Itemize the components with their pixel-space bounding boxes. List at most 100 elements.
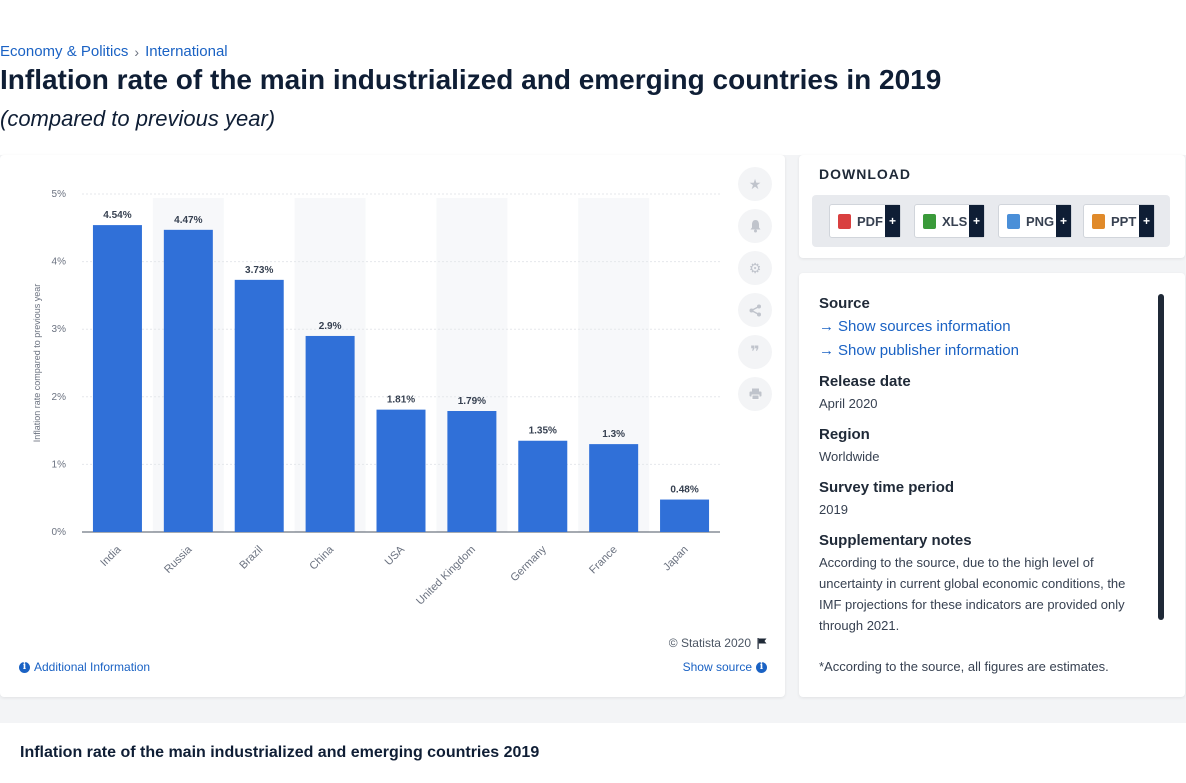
additional-info-label: Additional Information <box>34 660 151 674</box>
info-icon: i <box>756 661 767 673</box>
breadcrumb-item-international[interactable]: International <box>145 43 228 60</box>
arrow-right-icon: → <box>819 318 834 335</box>
data-label: 1.81% <box>387 395 415 406</box>
download-xls-button[interactable]: XLS + <box>914 204 985 238</box>
data-label: 4.54% <box>103 210 131 221</box>
download-ppt-button[interactable]: PPT + <box>1083 204 1155 238</box>
show-source-link[interactable]: Show source i <box>683 660 767 674</box>
y-tick-label: 3% <box>52 324 67 335</box>
y-axis-label: Inflation rate compared to previous year <box>32 284 42 443</box>
print-icon[interactable] <box>738 377 772 411</box>
y-tick-label: 1% <box>52 459 67 470</box>
plus-icon: + <box>969 205 984 237</box>
show-publisher-link[interactable]: → Show publisher information <box>819 339 1139 363</box>
survey-value: 2019 <box>819 502 848 517</box>
bar-germany[interactable] <box>518 440 568 532</box>
xls-file-icon <box>923 213 936 229</box>
copyright-note: © Statista 2020 <box>669 636 767 650</box>
download-card: DOWNLOAD PDF + XLS + PNG + PPT + <box>799 155 1185 258</box>
breadcrumb: Economy & Politics › International <box>0 43 228 60</box>
flag-icon[interactable] <box>757 637 767 649</box>
y-tick-label: 0% <box>52 527 67 538</box>
bar-france[interactable] <box>589 444 639 532</box>
data-label: 4.47% <box>174 215 202 226</box>
bar-india[interactable] <box>92 225 142 532</box>
bar-russia[interactable] <box>163 229 213 532</box>
release-heading: Release date <box>819 373 911 390</box>
download-buttons: PDF + XLS + PNG + PPT + <box>812 195 1170 247</box>
download-pdf-button[interactable]: PDF + <box>829 204 901 238</box>
region-value: Worldwide <box>819 449 880 464</box>
quote-icon[interactable]: ❞ <box>738 335 772 369</box>
show-sources-link[interactable]: → Show sources information <box>819 315 1139 339</box>
plus-icon: + <box>885 205 900 237</box>
release-value: April 2020 <box>819 396 878 411</box>
region-heading: Region <box>819 426 870 443</box>
download-title: DOWNLOAD <box>819 166 911 182</box>
data-label: 1.79% <box>458 396 486 407</box>
chart-card: 0% 1% 2% 3% 4% 5% 4.54% India 4.47% Russia 3.73% Br… <box>0 155 785 697</box>
download-png-button[interactable]: PNG + <box>998 204 1072 238</box>
breadcrumb-item-economy[interactable]: Economy & Politics <box>0 43 129 60</box>
x-tick-label: Russia <box>162 543 195 576</box>
scrollbar-thumb[interactable] <box>1158 294 1164 620</box>
page-subtitle: (compared to previous year) <box>0 106 276 131</box>
page-header <box>0 40 1186 155</box>
show-source-label: Show source <box>682 660 752 674</box>
notes-value: According to the source, due to the high… <box>819 555 1126 633</box>
gear-icon[interactable]: ⚙ <box>738 251 772 285</box>
share-icon[interactable] <box>738 293 772 327</box>
x-tick-label: China <box>307 543 336 572</box>
notes-value-2: *According to the source, all figures ar… <box>819 659 1109 674</box>
show-publisher-label: Show publisher information <box>838 342 1019 359</box>
info-content: Source → Show sources information → Show p… <box>819 295 1139 697</box>
y-tick-label: 4% <box>52 257 67 268</box>
y-tick-label: 2% <box>52 392 67 403</box>
y-tick-label: 5% <box>52 189 67 200</box>
x-tick-label: Germany <box>508 543 549 584</box>
download-png-label: PNG <box>1026 213 1055 229</box>
copyright-text: © Statista 2020 <box>668 636 751 650</box>
star-icon[interactable]: ★ <box>738 167 772 201</box>
x-tick-label: India <box>98 543 124 569</box>
source-heading: Source <box>819 295 870 312</box>
additional-info-link[interactable]: i Additional Information <box>19 660 150 674</box>
plus-icon: + <box>1139 205 1154 237</box>
x-tick-label: France <box>587 544 620 577</box>
pdf-file-icon <box>838 213 851 229</box>
top-bar <box>0 0 1186 40</box>
data-label: 1.35% <box>529 426 557 437</box>
chart-tools: ★ ⚙ ❞ <box>738 167 772 419</box>
show-sources-label: Show sources information <box>838 318 1011 335</box>
bar-united-kingdom[interactable] <box>447 410 497 532</box>
download-xls-label: XLS <box>942 213 968 229</box>
bar-brazil[interactable] <box>234 279 284 532</box>
info-scrollbar[interactable] <box>1158 294 1164 620</box>
bar-japan[interactable] <box>660 499 710 532</box>
data-label: 2.9% <box>319 321 342 332</box>
download-pdf-label: PDF <box>857 213 883 229</box>
bar-usa[interactable] <box>376 409 426 532</box>
arrow-right-icon: → <box>819 342 834 359</box>
x-tick-label: USA <box>383 543 408 568</box>
ppt-file-icon <box>1092 213 1105 229</box>
survey-heading: Survey time period <box>819 479 955 496</box>
data-label: 1.3% <box>602 429 625 440</box>
info-icon: i <box>19 661 30 673</box>
bell-icon[interactable] <box>738 209 772 243</box>
plus-icon: + <box>1056 205 1071 237</box>
bottom-title: Inflation rate of the main industrialize… <box>20 744 540 761</box>
data-label: 3.73% <box>245 265 273 276</box>
x-tick-label: Japan <box>661 544 691 574</box>
bar-chart: 0% 1% 2% 3% 4% 5% 4.54% India 4.47% Russia 3.73% Br… <box>32 189 720 607</box>
data-label: 0.48% <box>670 485 698 496</box>
page-title: Inflation rate of the main industrialize… <box>0 64 942 95</box>
notes-heading: Supplementary notes <box>819 532 972 549</box>
bottom-section: Inflation rate of the main industrialize… <box>0 723 1186 783</box>
chevron-right-icon: › <box>134 43 140 60</box>
png-file-icon <box>1007 213 1020 229</box>
x-tick-label: Brazil <box>237 544 265 572</box>
info-card: Source → Show sources information → Show p… <box>799 273 1185 697</box>
download-ppt-label: PPT <box>1111 213 1137 229</box>
bar-china[interactable] <box>305 335 355 532</box>
